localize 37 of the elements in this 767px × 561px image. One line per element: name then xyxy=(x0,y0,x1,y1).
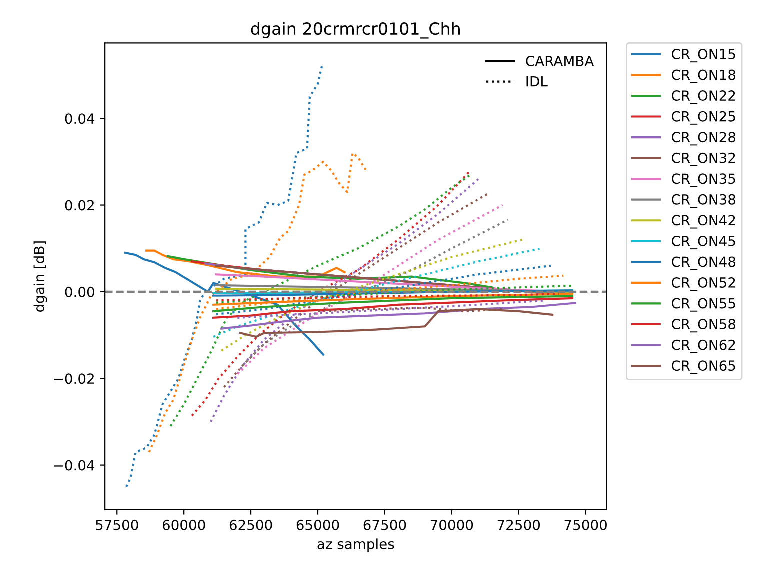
line-series xyxy=(125,66,324,488)
x-tick-label: 57500 xyxy=(96,520,138,530)
legend-label: CR_ON22 xyxy=(672,90,736,104)
y-tick-label: −0.04 xyxy=(54,460,95,471)
annotation: CARAMBA xyxy=(526,56,594,66)
annotation: IDL xyxy=(526,76,548,87)
y-tick-label: −0.02 xyxy=(54,374,94,384)
legend-label: CR_ON58 xyxy=(672,319,736,333)
y-tick-label: 0.02 xyxy=(65,200,94,211)
line-series xyxy=(148,152,368,454)
legend-label: CR_ON62 xyxy=(672,340,736,354)
y-axis-title: dgain [dB] xyxy=(34,242,48,312)
legend-label: CR_ON28 xyxy=(672,132,736,146)
x-tick-label: 72500 xyxy=(498,520,540,530)
legend-label: CR_ON18 xyxy=(672,70,736,84)
legend-label: CR_ON25 xyxy=(672,111,736,125)
x-tick-label: 65000 xyxy=(296,520,340,530)
y-tick-label: 0.00 xyxy=(65,286,94,298)
x-tick-label: 70000 xyxy=(430,520,474,530)
x-tick-label: 75000 xyxy=(564,520,607,530)
legend-label: CR_ON35 xyxy=(672,174,736,188)
legend-label: CR_ON65 xyxy=(672,360,736,374)
x-tick-label: 62500 xyxy=(230,520,272,530)
line-series xyxy=(212,248,541,338)
legend-label: CR_ON52 xyxy=(672,277,736,292)
x-axis-title: az samples xyxy=(318,538,394,552)
y-tick-label: 0.04 xyxy=(65,114,95,124)
legend-label: CR_ON55 xyxy=(672,298,736,312)
legend-label: CR_ON15 xyxy=(672,49,736,63)
chart-title: dgain 20crmrcr0101_Chh xyxy=(251,22,460,39)
legend-label: CR_ON48 xyxy=(672,256,736,270)
legend-label: CR_ON45 xyxy=(672,236,736,250)
legend-label: CR_ON38 xyxy=(672,194,736,208)
x-tick-label: 60000 xyxy=(162,520,206,530)
x-tick-label: 67500 xyxy=(364,520,406,530)
legend-label: CR_ON32 xyxy=(672,152,736,166)
legend-label: CR_ON42 xyxy=(672,215,736,229)
